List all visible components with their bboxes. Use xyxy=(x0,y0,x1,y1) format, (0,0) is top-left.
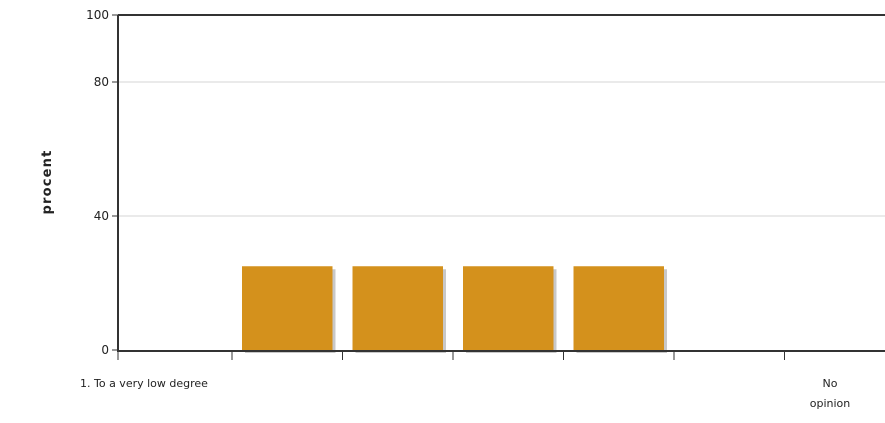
bar xyxy=(574,266,665,352)
y-tick-label-80: 80 xyxy=(94,75,109,89)
x-tick-label-last: No opinion xyxy=(810,377,851,410)
y-axis-label: procent xyxy=(40,149,55,214)
x-tick-label-line: No xyxy=(823,377,838,390)
x-tick-label-line: opinion xyxy=(810,397,851,410)
x-tick-label-first: 1. To a very low degree xyxy=(80,377,208,390)
bars-layer xyxy=(132,266,885,353)
bar xyxy=(463,266,554,352)
grid-layer xyxy=(118,82,885,216)
y-tick-label-0: 0 xyxy=(101,343,109,357)
bar xyxy=(353,266,444,352)
bar xyxy=(242,266,333,352)
y-tick-label-40: 40 xyxy=(94,209,109,223)
y-tick-label-100: 100 xyxy=(86,8,109,22)
